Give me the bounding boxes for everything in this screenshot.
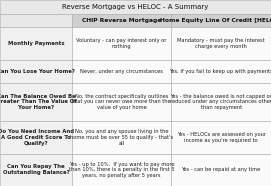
Text: No, the contract specifically outlines
that you can never owe more than the
valu: No, the contract specifically outlines t… (72, 94, 171, 110)
Bar (171, 14, 271, 27)
Bar (171, 27, 271, 60)
Bar (0, 0, 271, 14)
Text: Mandatory - must pay the interest
charge every month: Mandatory - must pay the interest charge… (177, 38, 265, 49)
Text: Yes - the balance owed is not capped or
reduced under any circumstances other
th: Yes - the balance owed is not capped or … (170, 94, 271, 110)
Text: Can You Repay The
Outstanding Balance?: Can You Repay The Outstanding Balance? (2, 164, 69, 175)
Text: Can You Lose Your Home?: Can You Lose Your Home? (0, 69, 75, 74)
Bar (171, 154, 271, 186)
Text: Reverse Mortgage vs HELOC - A Summary: Reverse Mortgage vs HELOC - A Summary (62, 4, 209, 10)
Bar (0, 83, 72, 121)
Bar (0, 60, 72, 83)
Bar (72, 27, 171, 60)
Text: CHIP Reverse Mortgage: CHIP Reverse Mortgage (82, 18, 161, 23)
Text: Yes, if you fail to keep up with payments: Yes, if you fail to keep up with payment… (169, 69, 271, 74)
Text: Yes - up to 10%.  If you want to pay more
than 10%, there is a penalty in the fi: Yes - up to 10%. If you want to pay more… (69, 162, 174, 178)
Text: No, you and any spouse living in the
home must be over 55 to qualify - that's
al: No, you and any spouse living in the hom… (70, 129, 173, 146)
Bar (72, 121, 171, 154)
Bar (72, 60, 171, 83)
Text: Do You Need Income And
A Good Credit Score To
Qualify?: Do You Need Income And A Good Credit Sco… (0, 129, 74, 146)
Bar (72, 154, 171, 186)
Bar (0, 27, 72, 60)
Text: Yes - can be repaid at any time: Yes - can be repaid at any time (182, 167, 261, 172)
Bar (72, 83, 171, 121)
Text: Yes - HELOCs are assessed on your
income as you're required to: Yes - HELOCs are assessed on your income… (177, 132, 266, 143)
Bar (171, 121, 271, 154)
Bar (72, 14, 171, 27)
Text: Voluntary - can pay interest only or
nothing: Voluntary - can pay interest only or not… (76, 38, 167, 49)
Text: Monthly Payments: Monthly Payments (8, 41, 64, 46)
Bar (171, 60, 271, 83)
Text: Home Equity Line Of Credit [HELOC]: Home Equity Line Of Credit [HELOC] (160, 18, 271, 23)
Bar (0, 121, 72, 154)
Bar (171, 83, 271, 121)
Text: Can The Balance Owed Be
Greater Than The Value Of
Your Home?: Can The Balance Owed Be Greater Than The… (0, 94, 76, 110)
Text: Never, under any circumstances: Never, under any circumstances (80, 69, 163, 74)
Bar (0, 14, 72, 27)
Bar (0, 154, 72, 186)
